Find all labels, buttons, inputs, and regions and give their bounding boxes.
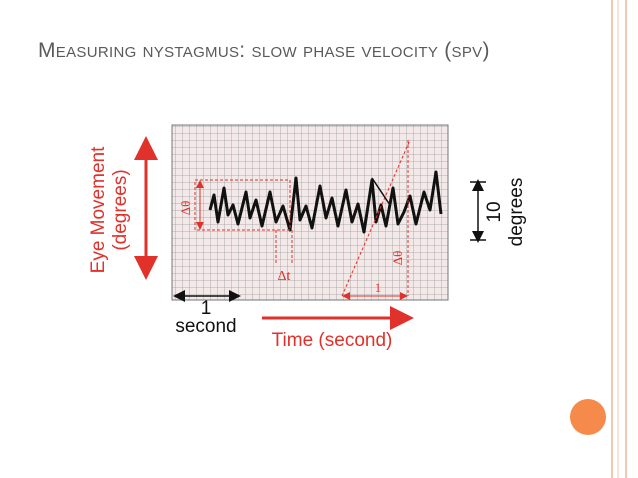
delta-t-label: Δt [278, 269, 291, 284]
delta-theta-label: Δθ [390, 251, 405, 266]
slide-title: Measuring nystagmus: slow phase velocity… [38, 39, 490, 62]
x-axis-label: Time (second) [272, 330, 393, 351]
delta-theta-label: Δθ [178, 201, 193, 216]
one-label: 1 [375, 280, 382, 295]
waveform [208, 170, 443, 234]
delta-box [194, 179, 291, 231]
scale-value: 10 [484, 201, 505, 222]
y-axis-label: (degrees) [110, 169, 131, 250]
time-scale-value: 1 [201, 298, 212, 319]
y-axis-label: Eye Movement [88, 146, 109, 273]
slope-line [341, 139, 411, 297]
orange-dot [570, 399, 606, 435]
slope-tangent [371, 177, 391, 206]
time-scale-unit: second [175, 316, 236, 337]
grid [171, 124, 449, 301]
scale-unit: degrees [506, 178, 527, 247]
